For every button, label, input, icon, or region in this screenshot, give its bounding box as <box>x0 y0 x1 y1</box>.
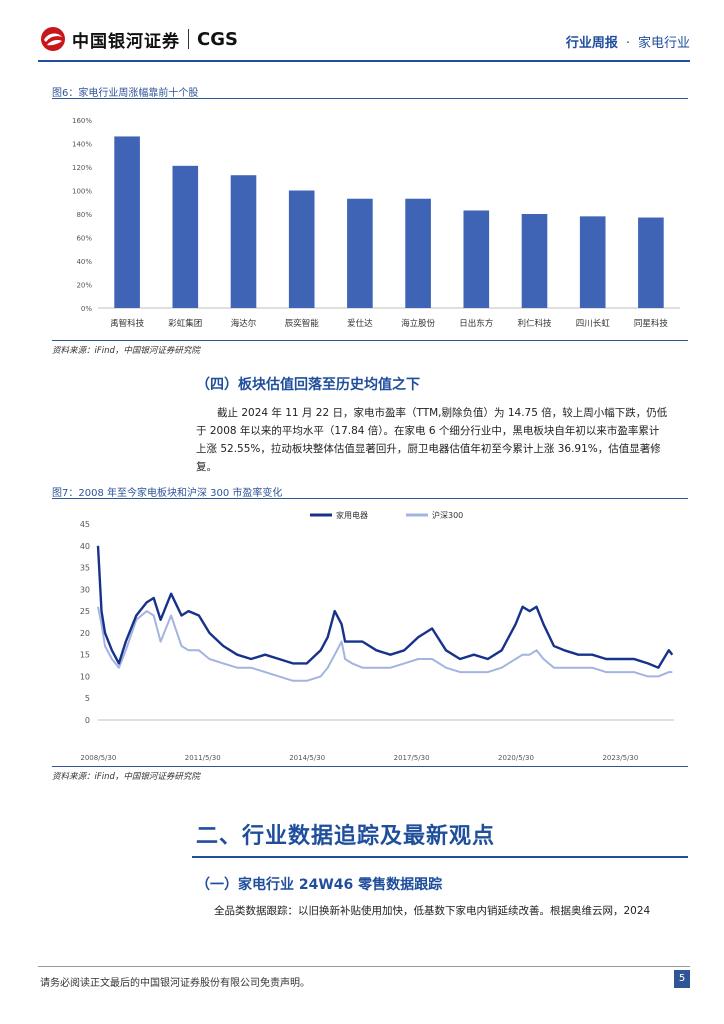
line-x-tick-label: 2011/5/30 <box>185 754 221 762</box>
line-y-tick-label: 35 <box>80 564 90 573</box>
bar-y-tick-label: 20% <box>76 282 92 290</box>
line-y-tick-label: 10 <box>80 672 90 681</box>
header-rule <box>38 60 690 62</box>
bar-category-label: 四川长虹 <box>576 318 611 329</box>
section2-1-paragraph: 全品类数据跟踪：以旧换新补贴使用加快，低基数下家电内销延续改善。根据奥维云网，2… <box>214 905 651 917</box>
brand-logo: 中国银河证券 CGS <box>40 26 238 52</box>
legend-label: 沪深300 <box>432 510 463 520</box>
section4-paragraph: 截止 2024 年 11 月 22 日，家电市盈率（TTM,剔除负值）为 14.… <box>196 404 688 476</box>
section2-heading: 二、行业数据追踪及最新观点 <box>196 824 496 849</box>
line-y-tick-label: 0 <box>85 716 90 725</box>
section4-line-2: 于 2008 年以来的平均水平（17.84 倍）。在家电 6 个细分行业中，黑电… <box>196 425 660 437</box>
brand-separator <box>188 29 189 49</box>
section2-1-heading: （一）家电行业 24W46 零售数据跟踪 <box>196 877 443 893</box>
bar-y-tick-label: 60% <box>76 235 92 243</box>
figure7-source: 资料来源：iFind，中国银河证券研究院 <box>52 772 200 782</box>
bar <box>638 217 664 308</box>
figure6-bottom-rule <box>52 340 688 341</box>
line-y-tick-label: 5 <box>85 694 90 703</box>
series-line-appliance <box>96 545 674 669</box>
header-separator: · <box>625 36 630 51</box>
footer-disclaimer: 请务必阅读正文最后的中国银河证券股份有限公司免责声明。 <box>40 978 310 989</box>
bar <box>288 190 315 308</box>
figure7-bottom-rule <box>52 766 688 767</box>
line-x-tick-label: 2014/5/30 <box>289 754 325 762</box>
line-y-tick-label: 15 <box>80 651 90 660</box>
line-x-tick-label: 2008/5/30 <box>80 754 116 762</box>
brand-name-cn: 中国银河证券 <box>72 31 180 52</box>
bar-category-label: 爱仕达 <box>347 318 373 329</box>
legend-label: 家用电器 <box>336 510 368 520</box>
industry-name: 家电行业 <box>637 36 690 51</box>
section2-rule <box>192 856 688 858</box>
bar-category-label: 辰奕智能 <box>285 318 320 329</box>
figure6-bar-chart: 0% 20% 40% 60% 80% 100% 120% 140% 160% 禹智科技 彩虹集团 海达… <box>72 117 680 329</box>
bar <box>521 214 548 308</box>
bar <box>463 210 490 308</box>
bar-y-tick-label: 160% <box>72 117 92 125</box>
bar-category-label: 海达尔 <box>231 318 257 329</box>
section4-line-1: 截止 2024 年 11 月 22 日，家电市盈率（TTM,剔除负值）为 14.… <box>217 407 668 419</box>
bar-category-label: 禹智科技 <box>110 318 145 329</box>
line-y-tick-label: 45 <box>80 520 90 529</box>
section4-line-3: 上涨 52.55%，拉动板块整体估值显著回升，厨卫电器估值年初至今累计上涨 36… <box>196 443 661 455</box>
bar-y-tick-label: 100% <box>72 188 92 196</box>
series-line-csi300 <box>97 606 673 682</box>
bar <box>405 198 431 308</box>
report-type: 行业周报 <box>565 36 618 51</box>
bar-category-label: 日出东方 <box>459 318 493 329</box>
line-x-tick-label: 2020/5/30 <box>498 754 534 762</box>
section4-line-4: 复。 <box>196 461 217 473</box>
report-tag: 行业周报 · 家电行业 <box>566 32 690 51</box>
figure6-rule <box>52 98 688 99</box>
bar-category-label: 利仁科技 <box>517 318 552 329</box>
bar-category-label: 同星科技 <box>634 318 669 329</box>
page-number: 5 <box>674 970 690 988</box>
bar-y-tick-label: 0% <box>81 305 92 313</box>
bar <box>172 165 199 308</box>
section4-heading: （四）板块估值回落至历史均值之下 <box>196 377 420 393</box>
figure7-title: 图7：2008 年至今家电板块和沪深 300 市盈率变化 <box>52 488 283 499</box>
brand-name-en: CGS <box>197 28 238 50</box>
line-x-tick-label: 2023/5/30 <box>602 754 638 762</box>
bar <box>579 216 606 308</box>
galaxy-logo-icon <box>41 27 65 51</box>
figure6-source: 资料来源：iFind，中国银河证券研究院 <box>52 346 200 356</box>
bar-y-tick-label: 140% <box>72 141 92 149</box>
line-y-tick-label: 30 <box>80 585 90 594</box>
line-y-tick-label: 25 <box>80 607 90 616</box>
bar-y-tick-label: 40% <box>76 258 92 266</box>
bar-y-tick-label: 80% <box>76 211 92 219</box>
bar-y-tick-label: 120% <box>72 164 92 172</box>
bar <box>114 136 140 308</box>
bar-category-label: 彩虹集团 <box>168 318 202 329</box>
figure7-rule <box>52 498 688 499</box>
line-y-tick-label: 40 <box>80 542 90 551</box>
bar-category-label: 海立股份 <box>401 318 436 329</box>
figure7-line-chart: 0 5 10 15 20 25 30 35 40 45 2008/5/30 2011/5/30 2014… <box>80 510 674 762</box>
footer-rule <box>38 966 690 967</box>
figure6-title: 图6：家电行业周涨幅靠前十个股 <box>52 88 199 99</box>
line-x-tick-label: 2017/5/30 <box>394 754 430 762</box>
line-y-tick-label: 20 <box>80 629 90 638</box>
bar <box>230 175 257 308</box>
bar <box>347 198 373 308</box>
